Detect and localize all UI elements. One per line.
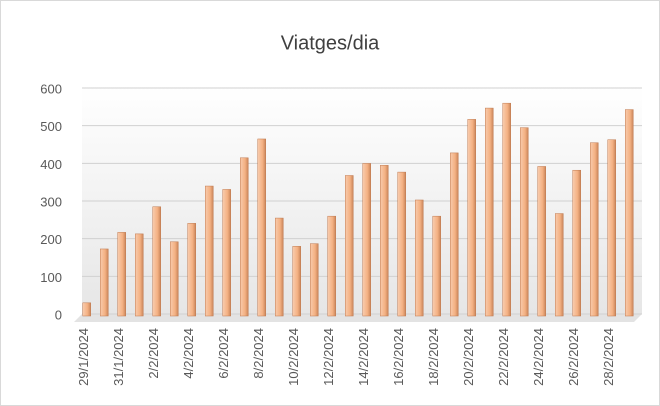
bar [222, 189, 231, 317]
bar [607, 139, 616, 317]
bar [520, 127, 529, 317]
bar [205, 185, 214, 317]
bar [415, 199, 424, 317]
y-tick-label: 100 [40, 270, 62, 285]
floor [74, 314, 642, 322]
bar [555, 213, 564, 317]
y-tick-label: 200 [40, 232, 62, 247]
bar [380, 165, 389, 317]
bar [432, 215, 441, 317]
bar [485, 107, 494, 317]
x-tick-label: 12/2/2024 [321, 328, 336, 386]
bar [240, 157, 249, 317]
x-tick-label: 8/2/2024 [251, 328, 266, 379]
x-tick-label: 28/2/2024 [601, 328, 616, 386]
bar [625, 109, 634, 317]
bar [82, 302, 91, 317]
x-tick-label: 29/1/2024 [76, 328, 91, 386]
bar [345, 175, 354, 317]
bar [187, 223, 196, 317]
y-tick-label: 0 [55, 307, 62, 322]
chart-title: Viatges/dia [281, 32, 380, 54]
bar [590, 142, 599, 317]
y-tick-label: 400 [40, 157, 62, 172]
x-tick-label: 14/2/2024 [356, 328, 371, 386]
y-tick-label: 500 [40, 119, 62, 134]
bar [397, 171, 406, 317]
bar [100, 248, 109, 317]
bar [572, 169, 581, 317]
bar [467, 119, 476, 317]
x-tick-label: 4/2/2024 [181, 328, 196, 379]
bar [170, 241, 179, 317]
y-tick-label: 600 [40, 81, 62, 96]
bar [292, 246, 301, 317]
x-tick-label: 24/2/2024 [531, 328, 546, 386]
y-tick-label: 300 [40, 194, 62, 209]
bar [275, 217, 284, 317]
bar [135, 233, 144, 317]
x-tick-label: 6/2/2024 [216, 328, 231, 379]
x-tick-label: 18/2/2024 [426, 328, 441, 386]
bar [362, 163, 371, 317]
x-tick-label: 22/2/2024 [496, 328, 511, 386]
x-tick-label: 31/1/2024 [111, 328, 126, 386]
bar [537, 166, 546, 317]
bar [327, 215, 336, 317]
x-tick-label: 20/2/2024 [461, 328, 476, 386]
bar [257, 138, 266, 317]
bar [310, 243, 319, 317]
bar [502, 102, 511, 317]
x-tick-label: 2/2/2024 [146, 328, 161, 379]
x-tick-label: 10/2/2024 [286, 328, 301, 386]
x-tick-label: 26/2/2024 [566, 328, 581, 386]
bar [450, 152, 459, 317]
bar [117, 232, 126, 317]
x-tick-label: 16/2/2024 [391, 328, 406, 386]
bar [152, 206, 161, 317]
